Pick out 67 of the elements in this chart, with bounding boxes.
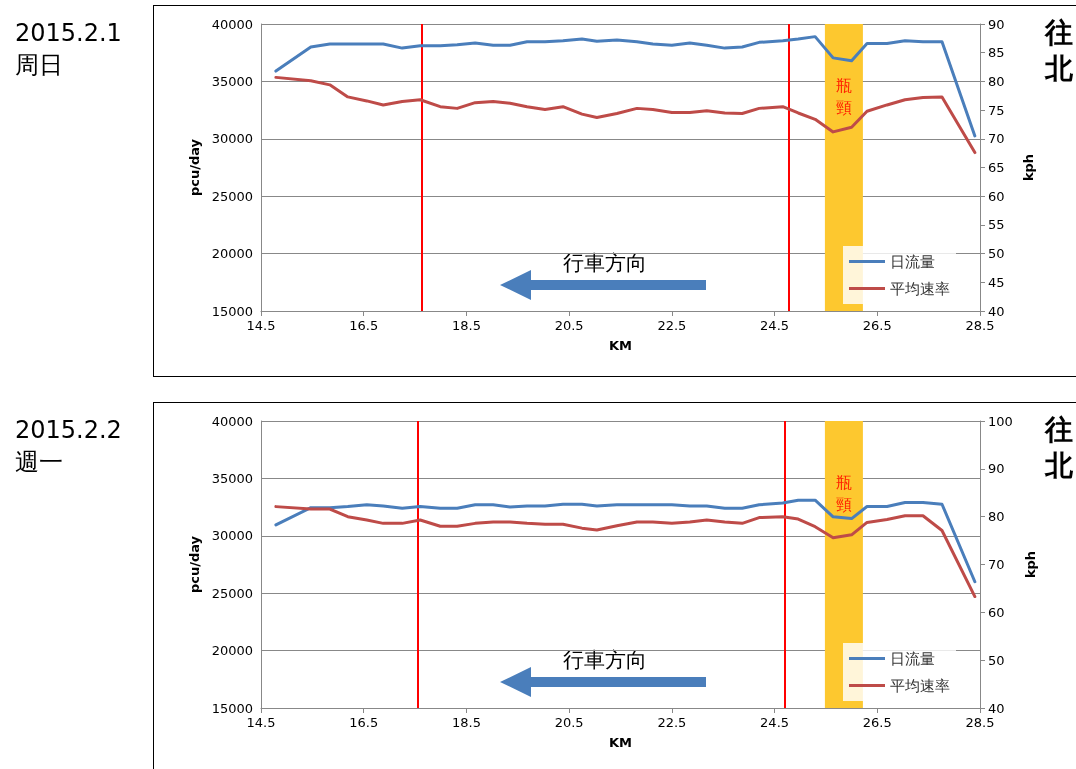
x-tick-label: 18.5	[451, 715, 481, 730]
y-tick-label: 20000	[211, 643, 253, 659]
annotation: 行車方向	[563, 647, 647, 672]
x-tick-label: 14.5	[246, 715, 276, 730]
legend-label: 平均速率	[890, 676, 950, 695]
x-tick-label: 16.5	[349, 715, 379, 730]
y2-tick-label: 75	[988, 102, 1005, 118]
band-label: 瓶頸	[835, 472, 852, 514]
text: 往北	[1044, 15, 1074, 85]
y-tick-label: 40000	[211, 16, 253, 32]
x-axis-title: KM	[608, 338, 633, 353]
text: 往北	[1044, 412, 1074, 482]
x-tick-label: 22.5	[657, 318, 687, 333]
legend-label: 日流量	[890, 649, 935, 668]
y-tick-label: 40000	[211, 413, 253, 429]
y-tick-label: 35000	[211, 470, 253, 486]
y-tick-label: 20000	[211, 246, 253, 262]
y-tick-label: 30000	[211, 131, 253, 147]
line-series	[274, 35, 977, 138]
y-tick-label: 25000	[211, 188, 253, 204]
x-tick-label: 20.5	[554, 318, 584, 333]
band-label: 瓶頸	[835, 75, 852, 117]
y-tick-label: 35000	[211, 73, 253, 89]
y2-axis-title: kph	[1021, 153, 1036, 182]
x-tick-label: 14.5	[246, 318, 276, 333]
y2-tick-label: 40	[988, 303, 1005, 319]
y2-tick-label: 50	[988, 652, 1005, 668]
y2-tick-label: 55	[988, 217, 1005, 233]
legend-label: 日流量	[890, 252, 935, 271]
y2-tick-label: 80	[988, 73, 1005, 89]
x-tick-label: 26.5	[862, 715, 892, 730]
y-tick-label: 25000	[211, 585, 253, 601]
y-tick-label: 30000	[211, 528, 253, 544]
y2-tick-label: 60	[988, 604, 1005, 620]
y2-tick-label: 65	[988, 160, 1005, 175]
y2-axis-title: kph	[1022, 550, 1038, 579]
x-tick-label: 22.5	[657, 715, 687, 730]
x-tick-label: 18.5	[451, 318, 481, 333]
x-tick-label: 16.5	[349, 318, 379, 333]
y2-tick-label: 100	[988, 413, 1013, 429]
y2-tick-label: 45	[988, 274, 1005, 290]
line-series	[274, 498, 977, 584]
y2-tick-label: 70	[988, 557, 1005, 572]
text: 2015.2.2 週一	[15, 416, 122, 476]
x-tick-label: 24.5	[760, 715, 790, 730]
x-tick-label: 28.5	[965, 715, 995, 730]
y-axis-title: pcu/day	[186, 535, 202, 594]
x-tick-label: 26.5	[862, 318, 892, 333]
line-series	[274, 75, 977, 155]
y2-tick-label: 40	[988, 700, 1005, 716]
y2-tick-label: 90	[988, 16, 1005, 32]
x-axis-title: KM	[608, 735, 633, 750]
y-tick-label: 15000	[211, 700, 253, 716]
annotation: 行車方向	[563, 250, 647, 275]
y-axis-title: pcu/day	[186, 138, 202, 197]
legend-label: 平均速率	[890, 279, 950, 298]
x-tick-label: 28.5	[965, 318, 995, 333]
x-tick-label: 24.5	[760, 318, 790, 333]
y2-tick-label: 85	[988, 45, 1005, 61]
y2-tick-label: 50	[988, 246, 1005, 262]
y-tick-label: 15000	[211, 303, 253, 319]
y2-tick-label: 60	[988, 188, 1005, 204]
y2-tick-label: 70	[988, 131, 1005, 147]
y2-tick-label: 80	[988, 509, 1005, 525]
x-tick-label: 20.5	[554, 715, 584, 730]
y2-tick-label: 90	[988, 461, 1005, 477]
text: 2015.2.1 周日	[15, 19, 122, 79]
